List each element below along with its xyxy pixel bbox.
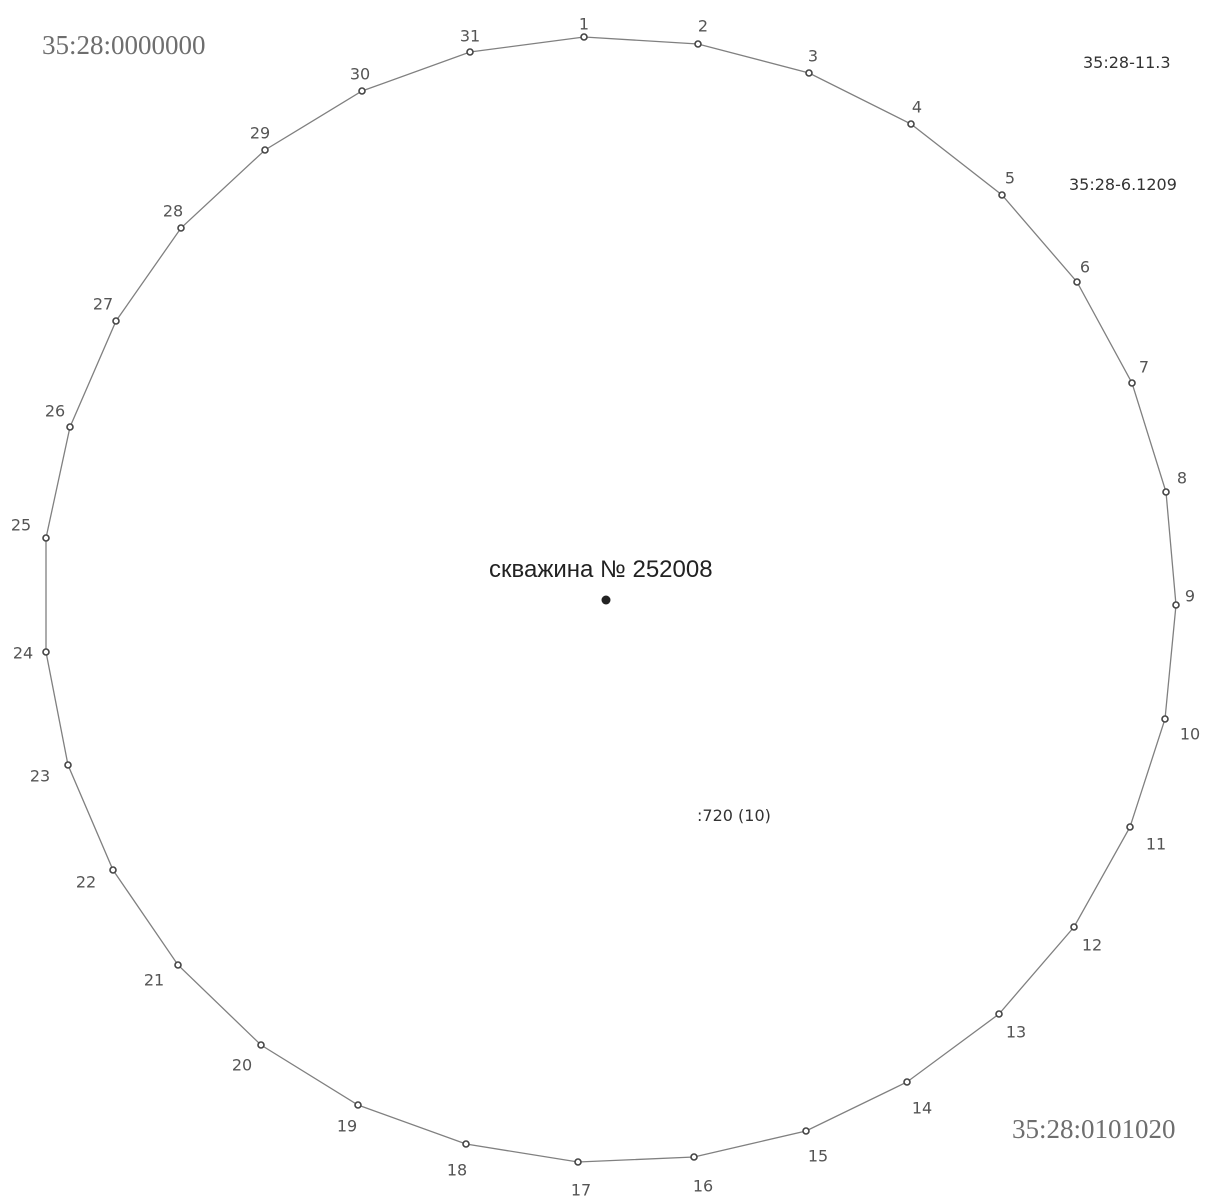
- boundary-vertex-2: [694, 40, 702, 48]
- boundary-point-number-22: 22: [76, 873, 96, 892]
- parcel-label: :720 (10): [697, 806, 771, 825]
- boundary-point-number-15: 15: [808, 1147, 828, 1166]
- boundary-vertex-18: [462, 1140, 470, 1148]
- well-point: [601, 595, 611, 605]
- boundary-vertex-11: [1126, 823, 1134, 831]
- boundary-point-number-23: 23: [30, 767, 50, 786]
- boundary-vertex-26: [66, 423, 74, 431]
- boundary-point-number-27: 27: [93, 295, 113, 314]
- boundary-vertex-7: [1128, 379, 1136, 387]
- boundary-vertex-16: [690, 1153, 698, 1161]
- boundary-point-number-19: 19: [337, 1117, 357, 1136]
- boundary-vertex-24: [42, 648, 50, 656]
- boundary-point-number-14: 14: [912, 1099, 932, 1118]
- boundary-point-number-12: 12: [1082, 936, 1102, 955]
- cadastral-number-top-right-1: 35:28-11.3: [1083, 53, 1171, 72]
- boundary-point-number-25: 25: [11, 516, 31, 535]
- cadastral-quarter-top-left: 35:28:0000000: [42, 30, 206, 60]
- boundary-vertex-6: [1073, 278, 1081, 286]
- boundary-vertex-4: [907, 120, 915, 128]
- boundary-point-number-8: 8: [1177, 469, 1187, 488]
- boundary-point-number-11: 11: [1146, 835, 1166, 854]
- boundary-point-number-16: 16: [693, 1177, 713, 1196]
- boundary-point-number-5: 5: [1005, 169, 1015, 188]
- boundary-vertex-5: [998, 191, 1006, 199]
- boundary-vertex-3: [805, 69, 813, 77]
- boundary-vertex-10: [1161, 715, 1169, 723]
- well-label: скважина № 252008: [489, 556, 713, 583]
- boundary-point-number-24: 24: [13, 644, 33, 663]
- boundary-point-number-3: 3: [808, 47, 818, 66]
- boundary-point-number-6: 6: [1080, 258, 1090, 277]
- boundary-vertex-9: [1172, 601, 1180, 609]
- boundary-vertex-13: [995, 1010, 1003, 1018]
- cadastral-number-top-right-2: 35:28-6.1209: [1069, 175, 1177, 194]
- boundary-vertex-30: [358, 87, 366, 95]
- boundary-vertex-12: [1070, 923, 1078, 931]
- boundary-vertex-1: [580, 33, 588, 41]
- boundary-point-number-13: 13: [1006, 1023, 1026, 1042]
- boundary-point-number-21: 21: [144, 971, 164, 990]
- boundary-point-number-26: 26: [45, 402, 65, 421]
- boundary-vertex-8: [1162, 488, 1170, 496]
- boundary-point-number-20: 20: [232, 1056, 252, 1075]
- boundary-vertex-23: [64, 761, 72, 769]
- boundary-vertex-19: [354, 1101, 362, 1109]
- boundary-vertex-28: [177, 224, 185, 232]
- boundary-point-number-10: 10: [1180, 725, 1200, 744]
- boundary-point-numbers: 1 234567891011121314151617181920212223242…: [11, 15, 1200, 1197]
- boundary-point-number-4: 4: [912, 98, 922, 117]
- boundary-vertices: [42, 33, 1180, 1166]
- boundary-point-number-9: 9: [1185, 587, 1195, 606]
- boundary-vertex-17: [574, 1158, 582, 1166]
- boundary-point-number-2: 2: [698, 17, 708, 36]
- boundary-polygon: [45, 36, 1177, 1163]
- boundary-point-number-31: 31: [460, 27, 480, 46]
- boundary-vertex-27: [112, 317, 120, 325]
- boundary-vertex-29: [261, 146, 269, 154]
- boundary-vertex-22: [109, 866, 117, 874]
- boundary-point-number-17: 17: [571, 1181, 591, 1197]
- boundary-point-number-1: 1: [579, 15, 589, 34]
- boundary-vertex-25: [42, 534, 50, 542]
- boundary-vertex-15: [802, 1127, 810, 1135]
- boundary-point-number-29: 29: [250, 124, 270, 143]
- boundary-vertex-20: [257, 1041, 265, 1049]
- boundary-vertex-31: [466, 48, 474, 56]
- boundary-vertex-21: [174, 961, 182, 969]
- boundary-point-number-7: 7: [1139, 358, 1149, 377]
- boundary-vertex-14: [903, 1078, 911, 1086]
- boundary-point-number-28: 28: [163, 202, 183, 221]
- boundary-point-number-18: 18: [447, 1161, 467, 1180]
- boundary-point-number-30: 30: [350, 65, 370, 84]
- cadastral-quarter-bottom-right: 35:28:0101020: [1012, 1114, 1176, 1144]
